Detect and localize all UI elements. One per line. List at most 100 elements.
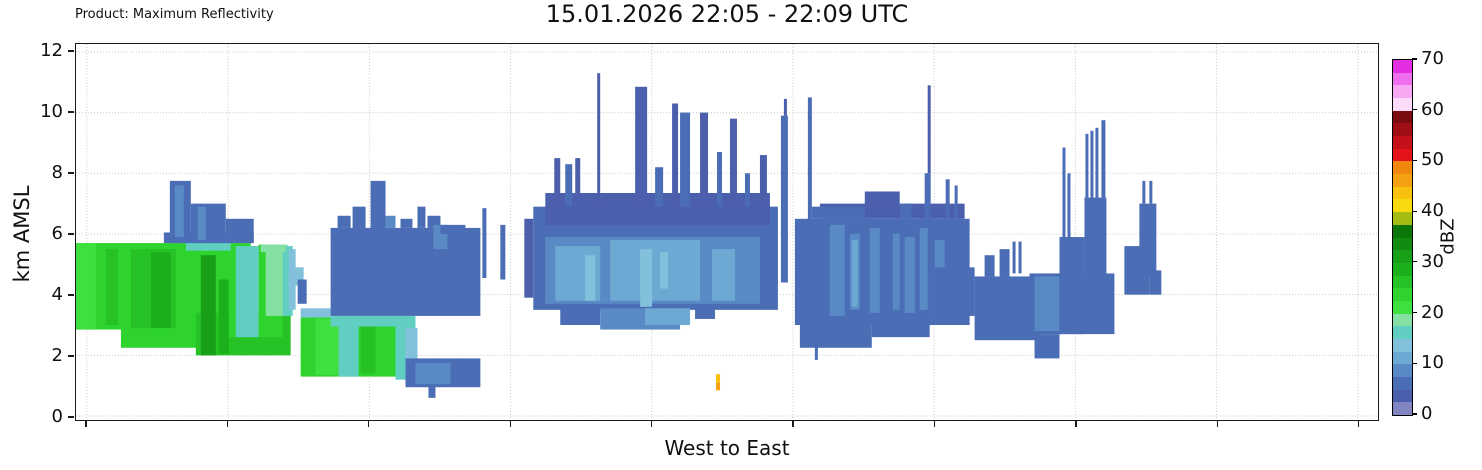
reflectivity-cell	[729, 118, 737, 207]
colorbar-tick-label: 70	[1421, 48, 1444, 69]
colorbar-cell	[1393, 84, 1412, 99]
y-tick-label: 10	[40, 100, 63, 122]
colorbar-cell	[1393, 97, 1412, 111]
y-tick-label: 4	[51, 284, 63, 305]
reflectivity-cell	[640, 249, 653, 307]
colorbar-cell	[1393, 338, 1412, 352]
y-tick-label: 6	[51, 222, 63, 244]
reflectivity-cell	[565, 164, 573, 207]
reflectivity-cell	[260, 244, 286, 253]
colorbar-cell	[1393, 313, 1412, 327]
y-tick-label: 0	[51, 406, 63, 428]
y-tick-mark	[68, 416, 74, 418]
reflectivity-cell	[225, 218, 254, 244]
colorbar-cell	[1393, 173, 1412, 187]
reflectivity-cell	[700, 112, 709, 207]
colorbar-tick-mark	[1412, 109, 1417, 111]
reflectivity-cell	[405, 328, 418, 377]
plot-area	[75, 43, 1379, 421]
colorbar-cell	[1393, 401, 1412, 415]
x-tick-mark	[1358, 421, 1360, 427]
reflectivity-cell	[811, 206, 865, 219]
colorbar-cell	[1393, 211, 1412, 225]
reflectivity-cell	[1084, 197, 1107, 283]
colorbar-cell	[1393, 325, 1412, 339]
colorbar-cell	[1393, 135, 1412, 149]
reflectivity-cell	[744, 173, 750, 207]
x-tick-mark	[1216, 421, 1218, 427]
reflectivity-plot-canvas	[76, 44, 1378, 420]
colorbar-cell	[1393, 72, 1412, 86]
reflectivity-cell	[330, 315, 416, 327]
y-tick-mark	[68, 50, 74, 52]
reflectivity-cell	[554, 158, 561, 207]
reflectivity-cell	[174, 185, 184, 238]
reflectivity-cell	[575, 158, 581, 207]
reflectivity-cell	[672, 103, 679, 207]
reflectivity-cell	[712, 249, 735, 301]
colorbar-cell	[1393, 186, 1412, 200]
colorbar-tick-mark	[1412, 311, 1417, 314]
colorbar-label: dBZ	[1437, 218, 1459, 255]
reflectivity-cell	[904, 237, 915, 313]
x-axis-label: West to East	[664, 436, 790, 460]
reflectivity-cell	[1101, 120, 1106, 198]
reflectivity-cell	[814, 346, 818, 360]
colorbar-tick-mark	[1412, 413, 1417, 415]
y-tick-label: 12	[40, 39, 63, 61]
colorbar-cell	[1393, 160, 1412, 175]
reflectivity-cell	[999, 249, 1010, 277]
reflectivity-cell	[292, 267, 304, 286]
reflectivity-cell	[400, 218, 413, 228]
reflectivity-cell	[945, 179, 950, 219]
colorbar-tick-label: 30	[1421, 250, 1444, 272]
reflectivity-cell	[783, 98, 787, 116]
reflectivity-cell	[635, 86, 648, 207]
reflectivity-cell	[1142, 180, 1146, 204]
y-tick-mark	[68, 111, 74, 113]
reflectivity-cell	[150, 252, 171, 345]
reflectivity-cell	[185, 243, 231, 251]
reflectivity-cell	[288, 249, 296, 310]
reflectivity-cell	[934, 267, 975, 316]
colorbar-cell	[1393, 363, 1412, 377]
reflectivity-cell	[415, 362, 451, 385]
colorbar-cell	[1393, 287, 1412, 301]
reflectivity-cell	[218, 279, 229, 354]
y-tick-mark	[68, 233, 74, 235]
colorbar-cell	[1393, 300, 1412, 314]
reflectivity-cell	[352, 206, 366, 307]
colorbar-cell	[1393, 249, 1412, 263]
x-tick-mark	[368, 421, 370, 427]
colorbar-tick-mark	[1412, 362, 1417, 364]
reflectivity-cell	[799, 321, 872, 348]
reflectivity-cell	[76, 243, 96, 330]
reflectivity-cell	[1085, 133, 1089, 198]
colorbar-cell	[1393, 110, 1412, 124]
reflectivity-cell	[524, 218, 534, 298]
reflectivity-cell	[597, 73, 601, 207]
colorbar-cell	[1393, 275, 1412, 289]
colorbar-cell	[1393, 351, 1412, 365]
reflectivity-cell	[417, 206, 426, 228]
colorbar-tick-label: 50	[1421, 149, 1444, 171]
reflectivity-cell	[297, 279, 307, 304]
reflectivity-cell	[482, 208, 487, 278]
reflectivity-cell	[105, 249, 118, 326]
reflectivity-cell	[695, 306, 716, 319]
colorbar-tick-mark	[1412, 58, 1417, 60]
reflectivity-cell	[974, 276, 1040, 341]
reflectivity-cell	[660, 252, 669, 289]
x-tick-mark	[1075, 421, 1077, 427]
colorbar-tick-mark	[1412, 261, 1417, 263]
reflectivity-cell	[1149, 180, 1153, 204]
reflectivity-cell	[1034, 276, 1060, 332]
reflectivity-cell	[1018, 241, 1022, 274]
reflectivity-cell	[337, 215, 351, 228]
reflectivity-cell	[869, 227, 880, 313]
reflectivity-cell	[717, 152, 723, 207]
reflectivity-cell	[385, 215, 396, 228]
colorbar-cell	[1393, 122, 1412, 137]
reflectivity-cell	[984, 255, 995, 277]
